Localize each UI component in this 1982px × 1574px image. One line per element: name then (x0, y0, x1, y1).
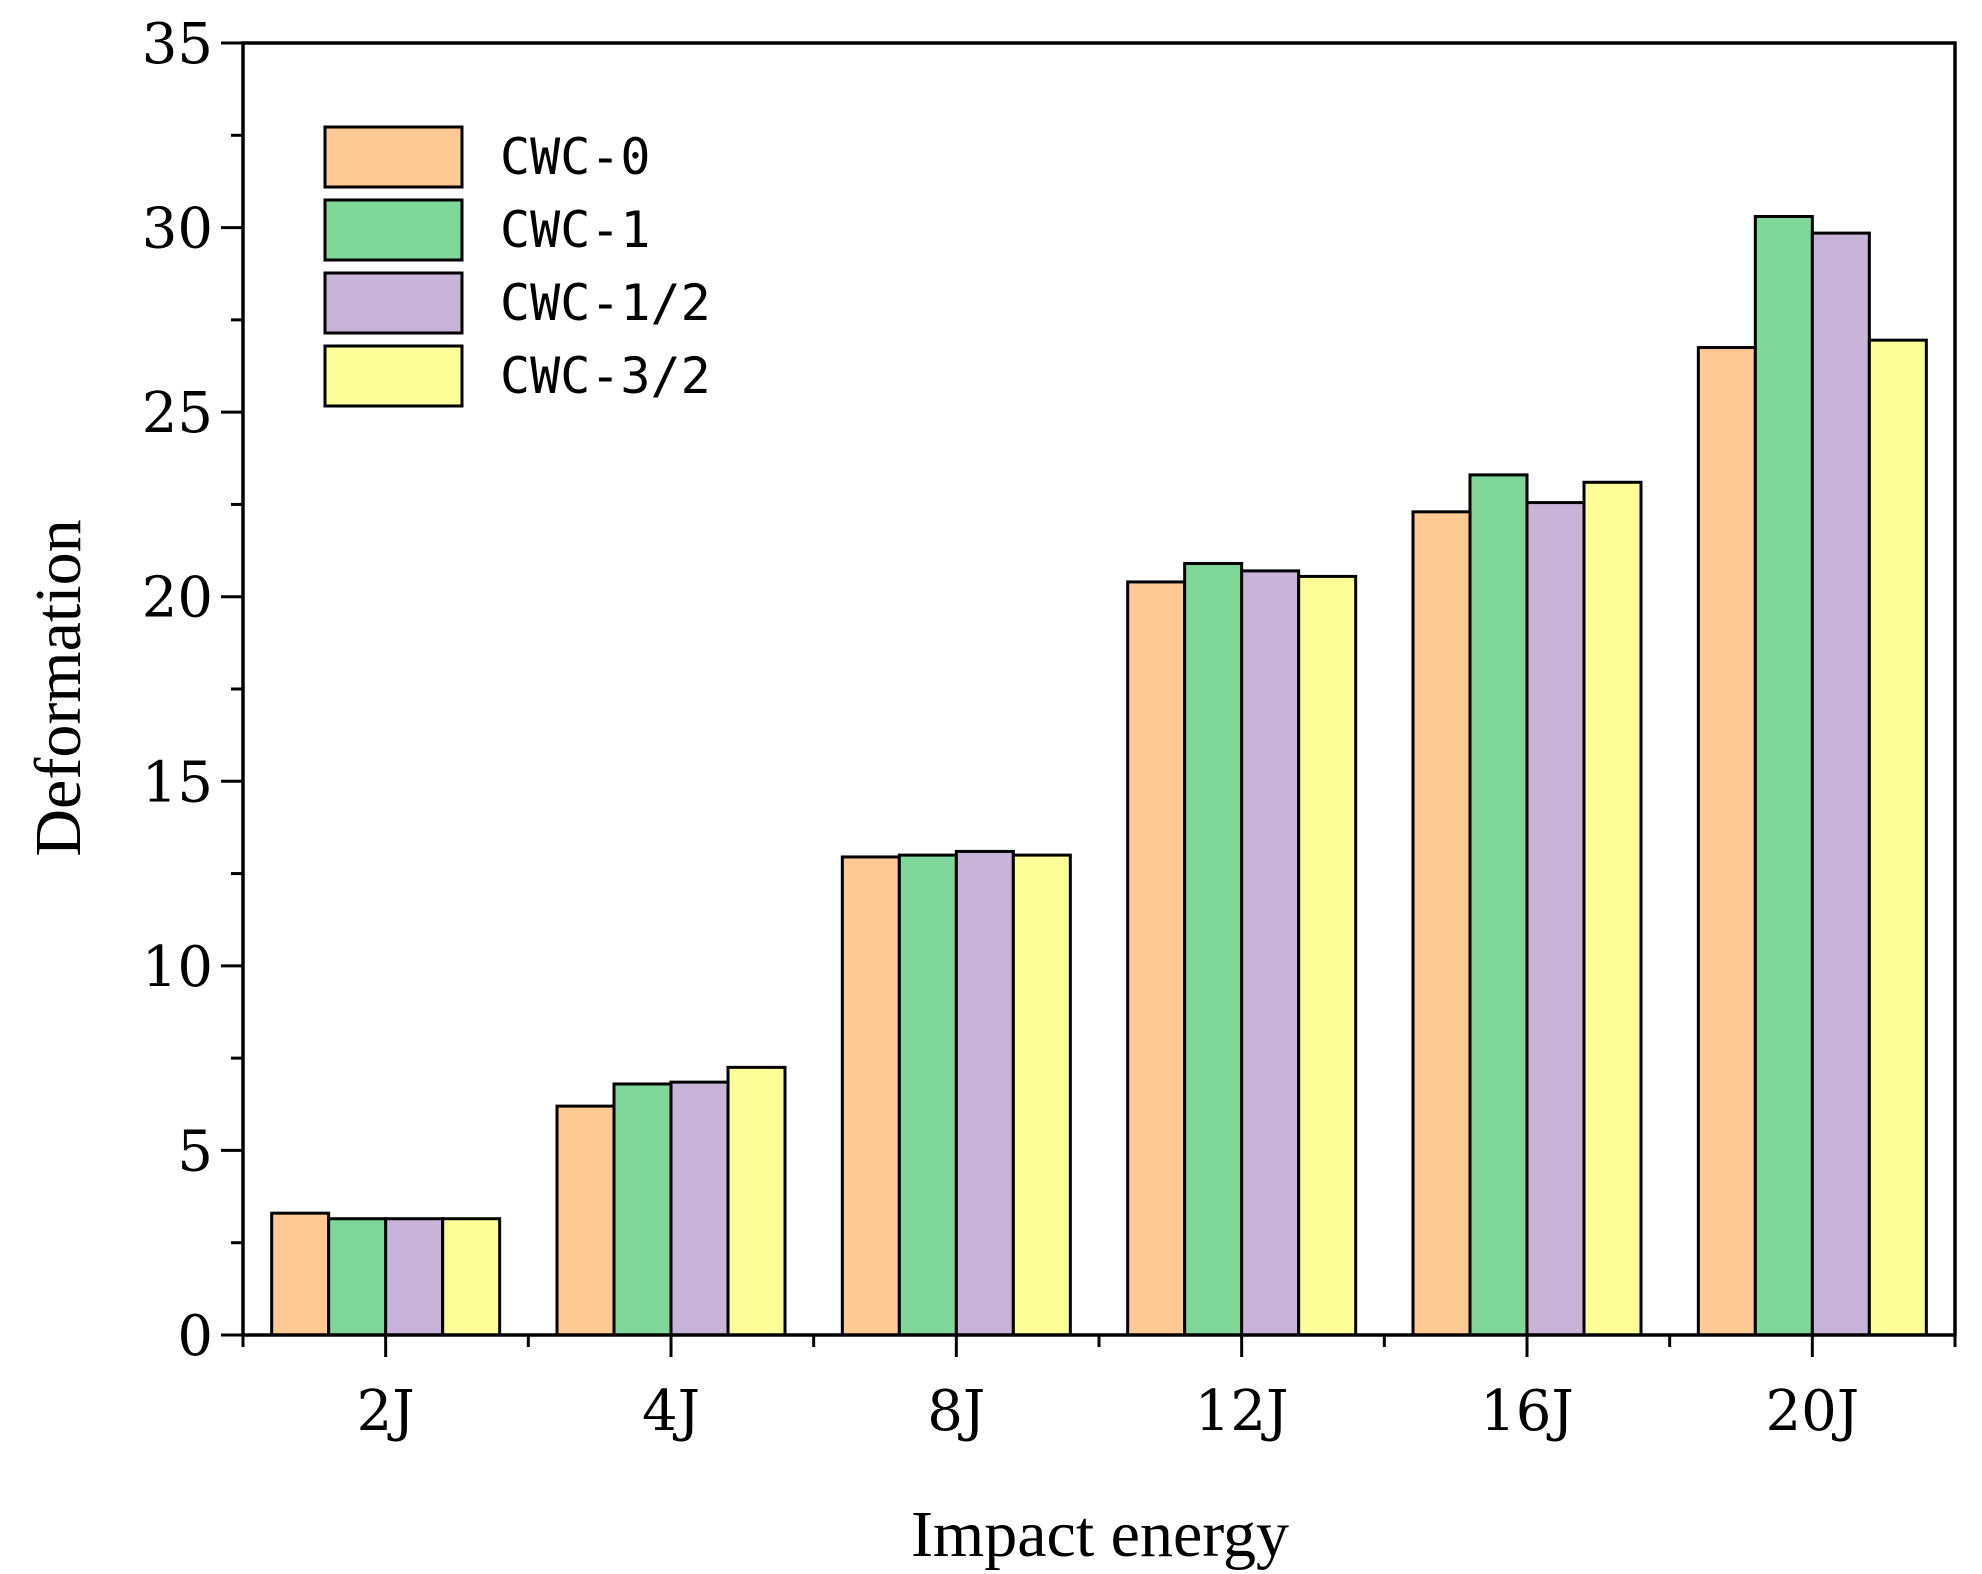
legend-label-cwc-3-2: CWC-3/2 (500, 347, 711, 405)
bar-cwc-0-2j (270, 1211, 331, 1337)
bar-cwc-1-16j (1468, 473, 1529, 1337)
bar-cwc-0-20j (1696, 346, 1757, 1337)
y-tick-label: 0 (177, 1304, 213, 1369)
y-tick-label: 15 (142, 750, 213, 815)
y-tick-label: 30 (142, 197, 213, 262)
y-tick-label: 25 (142, 381, 213, 446)
x-tick-label-8j: 8J (927, 1379, 985, 1444)
legend-swatch-cwc-3-2 (323, 344, 464, 408)
bar-cwc-1-8j (897, 853, 958, 1337)
y-tick-label: 5 (177, 1119, 213, 1184)
axes-layer: 0 5 10 15 20 25 30 35 2J 4J 8J 12J 16J 20J (142, 12, 1957, 1444)
bar-cwc-1-2-8j (954, 849, 1015, 1337)
x-axis-title: Impact energy (911, 1498, 1289, 1571)
bars-layer (270, 214, 1928, 1337)
bar-cwc-1-20j (1753, 214, 1814, 1337)
legend-swatch-cwc-1 (323, 198, 464, 262)
bar-cwc-0-16j (1411, 510, 1472, 1337)
bar-cwc-0-12j (1126, 580, 1187, 1337)
bar-cwc-0-8j (840, 855, 901, 1337)
y-tick-label: 35 (142, 12, 213, 77)
bar-cwc-3-2-2j (441, 1217, 502, 1337)
bar-cwc-3-2-4j (726, 1065, 787, 1337)
bar-cwc-1-2-16j (1525, 501, 1586, 1337)
legend-label-cwc-0: CWC-0 (500, 128, 651, 186)
legend-swatch-cwc-0 (323, 125, 464, 189)
y-axis-title: Deformation (22, 519, 95, 856)
x-tick-label-20j: 20J (1765, 1379, 1859, 1444)
bar-cwc-3-2-8j (1011, 853, 1072, 1337)
bar-cwc-1-2-2j (384, 1217, 445, 1337)
bar-cwc-1-2-20j (1810, 231, 1871, 1337)
legend-swatch-cwc-1-2 (323, 271, 464, 335)
bar-cwc-1-2j (327, 1217, 388, 1337)
bar-cwc-1-4j (612, 1082, 673, 1337)
legend: CWC-0 CWC-1 CWC-1/2 CWC-3/2 (323, 125, 711, 408)
bar-cwc-1-12j (1183, 561, 1244, 1337)
bar-cwc-3-2-12j (1297, 574, 1358, 1337)
bar-cwc-0-4j (555, 1104, 616, 1337)
legend-label-cwc-1: CWC-1 (500, 201, 651, 259)
y-tick-label: 10 (142, 935, 213, 1000)
legend-label-cwc-1-2: CWC-1/2 (500, 274, 711, 332)
bar-cwc-1-2-12j (1240, 569, 1301, 1337)
bar-cwc-1-2-4j (669, 1080, 730, 1337)
x-tick-label-2j: 2J (357, 1379, 415, 1444)
x-tick-label-12j: 12J (1195, 1379, 1289, 1444)
x-tick-label-16j: 16J (1480, 1379, 1574, 1444)
bar-cwc-3-2-20j (1867, 338, 1928, 1337)
x-tick-label-4j: 4J (642, 1379, 700, 1444)
y-tick-label: 20 (142, 566, 213, 631)
bar-cwc-3-2-16j (1582, 480, 1643, 1337)
